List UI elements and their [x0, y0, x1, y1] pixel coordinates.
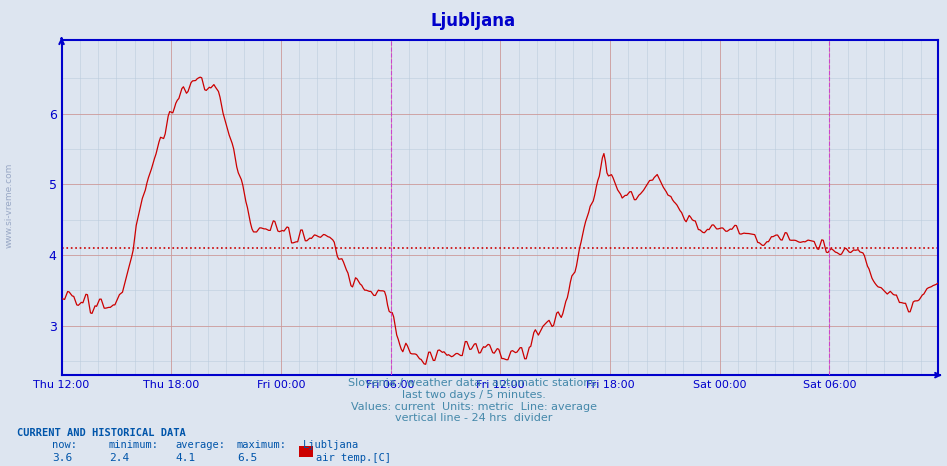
Text: air temp.[C]: air temp.[C] — [316, 453, 391, 463]
Text: Ljubljana: Ljubljana — [431, 12, 516, 30]
Text: Values: current  Units: metric  Line: average: Values: current Units: metric Line: aver… — [350, 402, 597, 411]
Text: 4.1: 4.1 — [175, 453, 195, 463]
Text: Ljubljana: Ljubljana — [303, 440, 359, 450]
Text: CURRENT AND HISTORICAL DATA: CURRENT AND HISTORICAL DATA — [17, 428, 186, 438]
Text: 3.6: 3.6 — [52, 453, 72, 463]
Text: average:: average: — [175, 440, 225, 450]
Text: maximum:: maximum: — [237, 440, 287, 450]
Text: 6.5: 6.5 — [237, 453, 257, 463]
Text: now:: now: — [52, 440, 77, 450]
Text: 2.4: 2.4 — [109, 453, 129, 463]
Text: www.si-vreme.com: www.si-vreme.com — [5, 162, 14, 248]
Text: Slovenia / weather data - automatic stations.: Slovenia / weather data - automatic stat… — [348, 378, 599, 388]
Text: vertical line - 24 hrs  divider: vertical line - 24 hrs divider — [395, 413, 552, 423]
Text: last two days / 5 minutes.: last two days / 5 minutes. — [402, 390, 545, 400]
Text: minimum:: minimum: — [109, 440, 159, 450]
